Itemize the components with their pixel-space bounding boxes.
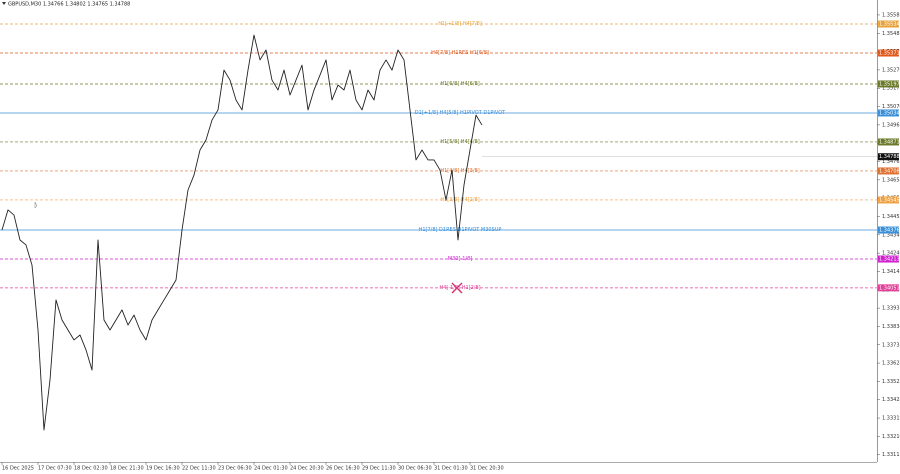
y-tick-label: 1.33525 [882, 379, 900, 385]
level-badge [878, 196, 899, 204]
x-tick-label: 24 Dec 01:30 [254, 466, 288, 472]
x-tick-label: 23 Dec 06:30 [218, 466, 252, 472]
level-badge [878, 109, 899, 117]
level-price: 1.35371 [879, 51, 900, 57]
level-price: 1.34051 [879, 285, 900, 291]
level-label: H1[4/8] H4[3/8] [440, 168, 479, 174]
level-label: D1[+1/8] H4[5/8] H1PIVOT D1PIVOT [415, 110, 506, 116]
price-line [1, 34, 483, 431]
chart-header: GBPUSD,M30 1.34766 1.34802 1.34765 1.347… [8, 2, 130, 8]
y-tick-label: 1.33113 [882, 452, 900, 458]
level-badge [878, 138, 899, 146]
y-tick-label: 1.33216 [882, 434, 900, 440]
x-tick-label: 17 Dec 07:30 [38, 466, 72, 472]
current-price: 1.34788 [879, 154, 900, 160]
y-tick-label: 1.35070 [882, 104, 900, 110]
y-tick-label: 1.34143 [882, 269, 900, 275]
level-label: H4[7/8] H1RES H1[6/8] [431, 50, 489, 56]
y-tick-label: 1.33937 [882, 306, 900, 312]
y-tick-label: 1.35276 [882, 67, 900, 73]
level-badge [878, 49, 899, 57]
level-price: 1.34871 [879, 139, 900, 145]
level-label: H1[+1/8] H4[7/8] [438, 21, 482, 27]
level-badge [878, 20, 899, 28]
level-price: 1.34708 [879, 168, 900, 174]
level-badge [878, 167, 899, 175]
y-tick-label: 1.34452 [882, 214, 900, 220]
level-price: 1.34213 [879, 257, 900, 263]
level-label: H4[-1/8] H1[2/8] [439, 285, 480, 291]
y-tick-label: 1.33319 [882, 416, 900, 422]
level-price: 1.35534 [879, 22, 900, 28]
level-price: 1.35034 [879, 110, 900, 116]
x-tick-label: 24 Dec 20:30 [290, 466, 324, 472]
level-price: 1.34545 [879, 197, 900, 203]
x-tick-label: 19 Dec 16:30 [146, 466, 180, 472]
level-price: 1.34376 [879, 228, 900, 234]
level-badge [878, 80, 899, 88]
level-label: H1[5/8] H4[4/8] [440, 139, 479, 145]
x-tick-label: 18 Dec 21:30 [110, 466, 144, 472]
x-tick-label: 31 Dec 01:30 [434, 466, 468, 472]
level-label: H1[3/8] H4[2/8] [440, 197, 479, 203]
level-price: 1.35197 [879, 81, 900, 87]
y-tick-label: 1.33628 [882, 361, 900, 367]
x-tick-label: 26 Dec 16:30 [326, 466, 360, 472]
y-tick-label: 1.34967 [882, 122, 900, 128]
level-label: H1[7/8] D1RES D1PIVOT M30SUP [419, 227, 502, 233]
x-tick-label: 16 Dec 2025 [2, 466, 34, 472]
cursor [34, 201, 38, 209]
y-tick-label: 1.35585 [882, 12, 900, 18]
level-badge [878, 255, 899, 263]
level-badge [878, 226, 899, 234]
y-tick-label: 1.35482 [882, 31, 900, 37]
y-tick-label: 1.34246 [882, 251, 900, 257]
y-tick-label: 1.34658 [882, 177, 900, 183]
level-badge [878, 284, 899, 292]
y-tick-label: 1.34349 [882, 232, 900, 238]
x-tick-label: 18 Dec 02:30 [74, 466, 108, 472]
y-tick-label: 1.33834 [882, 324, 900, 330]
level-label: H1[6/8] H4[6/8] [440, 81, 479, 87]
x-tick-label: 29 Dec 11:30 [362, 466, 396, 472]
x-tick-label: 31 Dec 20:30 [470, 466, 504, 472]
x-tick-label: 30 Dec 06:30 [398, 466, 432, 472]
current-price-badge [878, 153, 899, 161]
y-tick-label: 1.33422 [882, 397, 900, 403]
symbol-icon [2, 2, 6, 5]
x-tick-label: 22 Dec 11:30 [182, 466, 216, 472]
level-label: M30[-1/8] [448, 256, 472, 262]
y-tick-label: 1.35173 [882, 86, 900, 92]
